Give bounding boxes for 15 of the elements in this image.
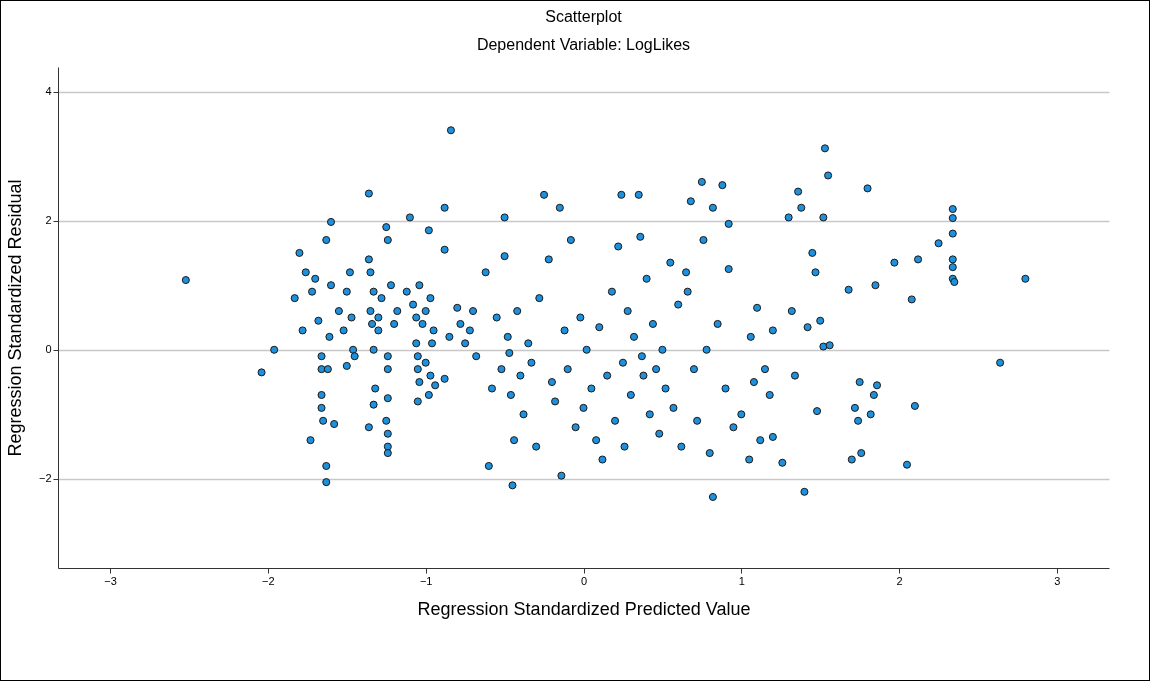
- x-axis-title: Regression Standardized Predicted Value: [417, 598, 751, 619]
- y-axis-title: Regression Standardized Residual: [4, 179, 25, 457]
- y-tick-label: 4: [45, 85, 52, 98]
- x-tick-label: −1: [419, 574, 433, 587]
- chart-title: Scatterplot: [545, 8, 623, 25]
- x-tick-label: −2: [262, 574, 275, 587]
- y-tick-label: 2: [45, 214, 52, 227]
- chart-subtitle: Dependent Variable: LogLikes: [476, 36, 691, 53]
- x-tick-label: 2: [896, 574, 903, 587]
- y-tick-label: 0: [45, 343, 52, 356]
- x-tick-label: 1: [738, 574, 745, 587]
- x-tick-label: 3: [1054, 574, 1061, 587]
- x-tick-label: −3: [104, 574, 117, 587]
- x-tick-label: 0: [580, 574, 588, 587]
- y-tick-label: −2: [38, 472, 52, 485]
